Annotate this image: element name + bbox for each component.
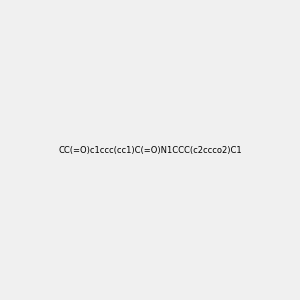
Text: CC(=O)c1ccc(cc1)C(=O)N1CCC(c2ccco2)C1: CC(=O)c1ccc(cc1)C(=O)N1CCC(c2ccco2)C1 bbox=[58, 146, 242, 154]
